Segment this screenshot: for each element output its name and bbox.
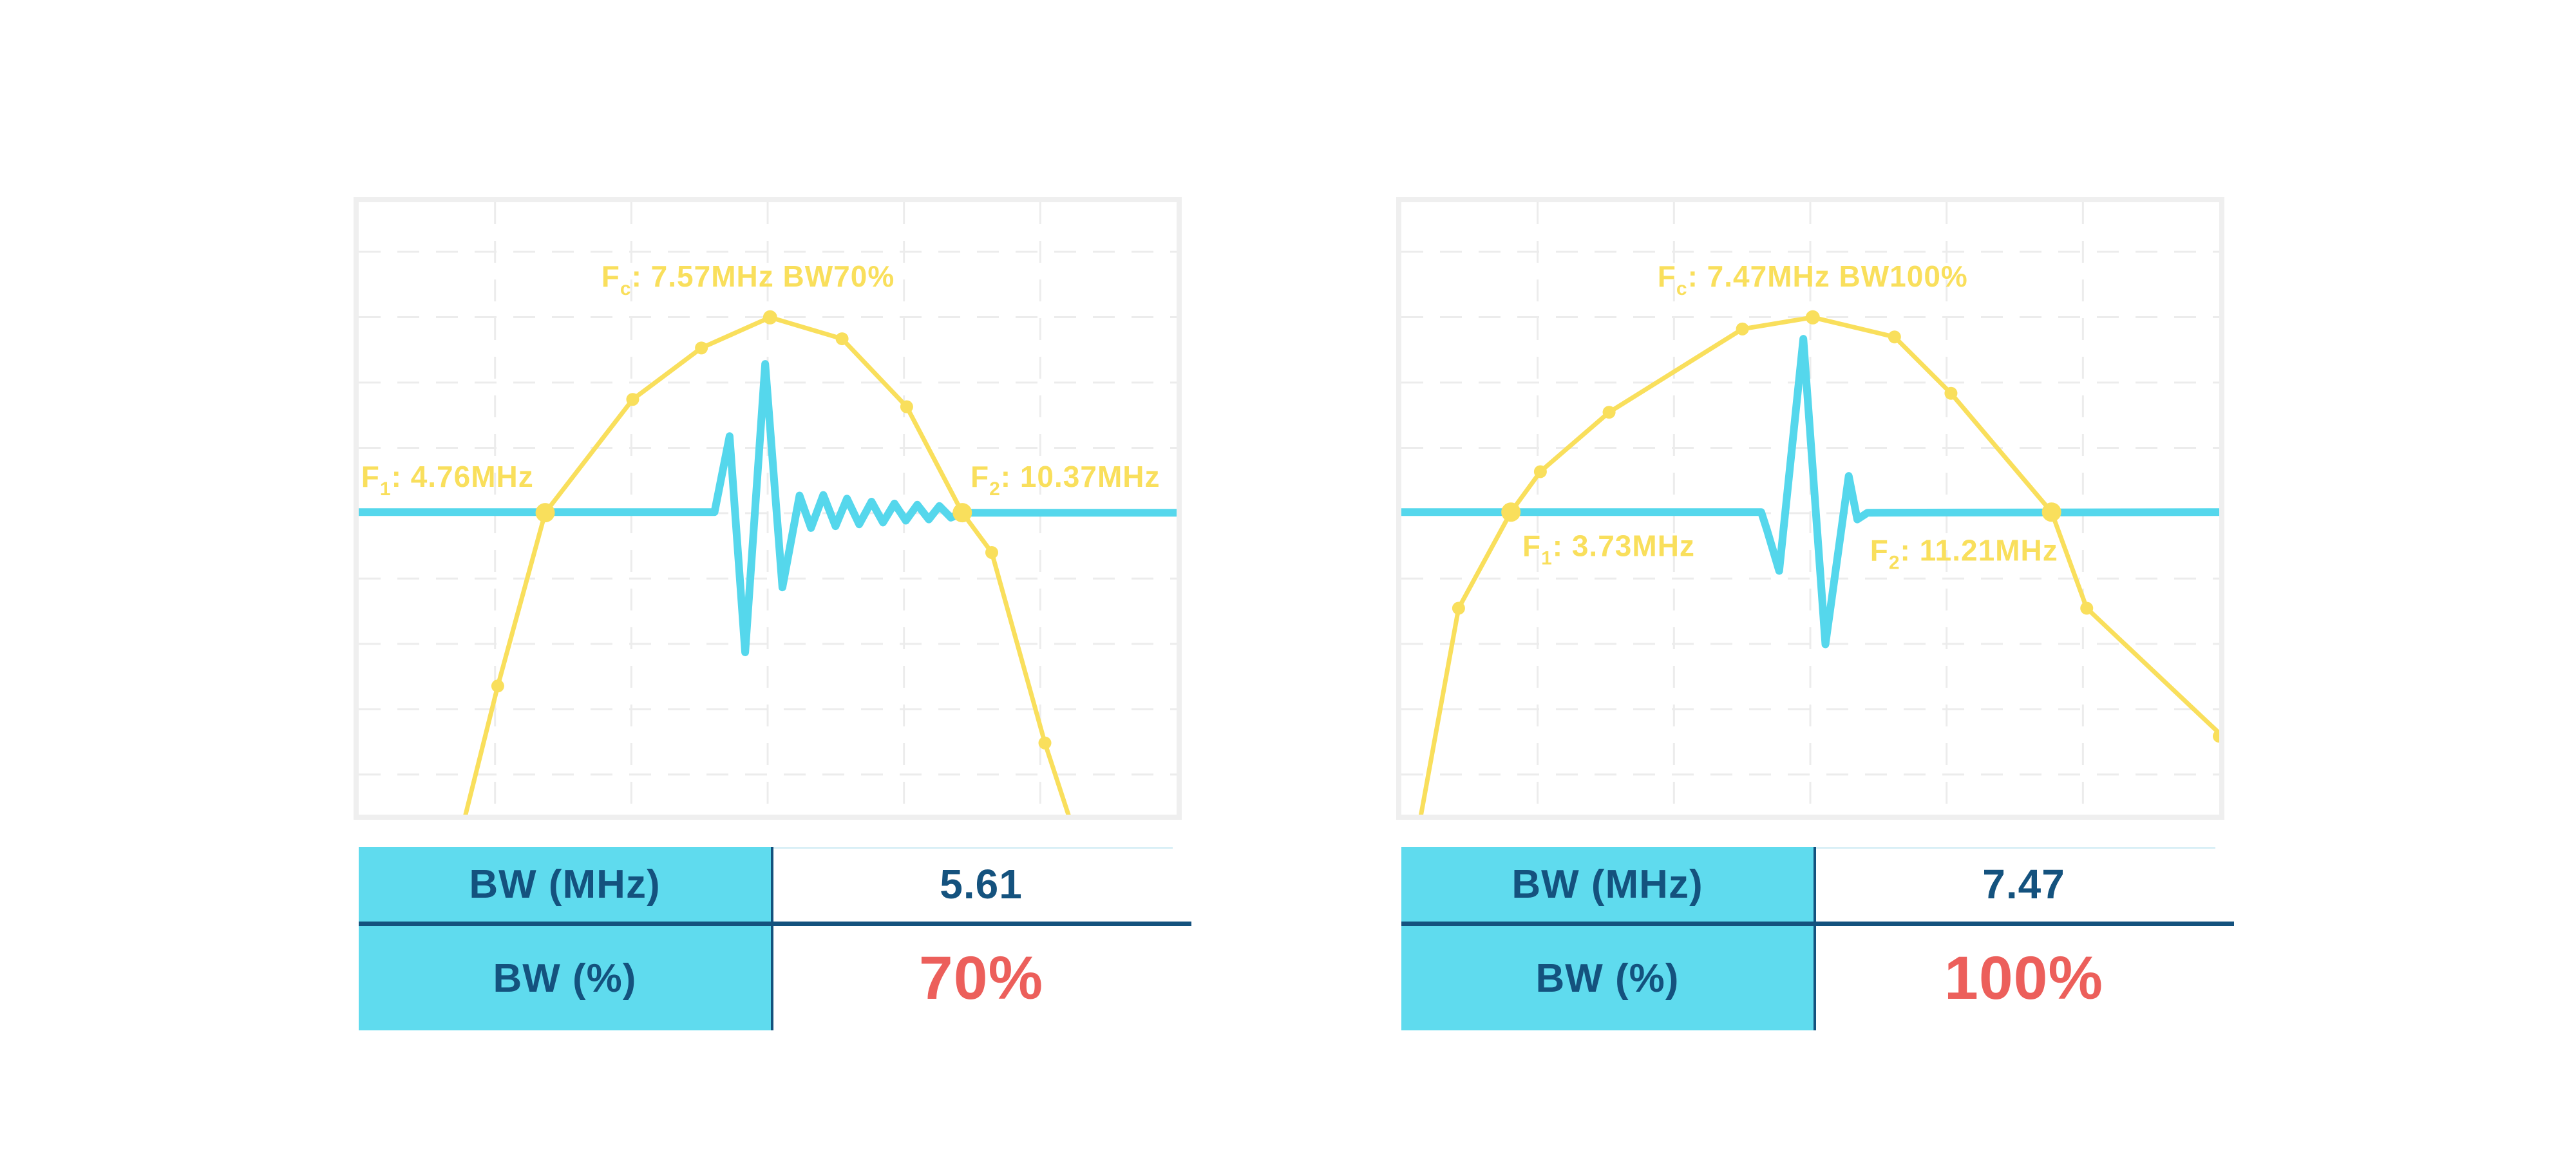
- spectrum-chart-right: Fc: 7.47MHz BW100% F1: 3.73MHz F2: 11.21MH…: [1401, 202, 2219, 815]
- table-label-bw-pct: BW (%): [359, 926, 771, 1030]
- data-point-marker: [985, 545, 998, 559]
- annotation-fc: Fc: 7.47MHz BW100%: [1658, 260, 1968, 299]
- table-top-rule: [1816, 847, 2215, 849]
- data-point-marker: [900, 400, 913, 413]
- data-point-marker: [1736, 322, 1749, 336]
- table-label-bw-mhz: BW (MHz): [1401, 847, 1814, 922]
- spectrum-chart-left: Fc: 7.57MHz BW70% F1: 4.76MHz F2: 10.37MHz: [359, 202, 1177, 815]
- data-point-marker: [1805, 310, 1820, 325]
- table-column-divider: [1814, 847, 1816, 1030]
- data-point-marker: [695, 341, 708, 355]
- bw-table-right: BW (MHz) 7.47 BW (%) 100%: [1401, 847, 2234, 1030]
- table-row: BW (%) 100%: [1401, 926, 2234, 1030]
- pulse-waveform: [359, 360, 1177, 656]
- data-point-marker: [1888, 330, 1901, 344]
- table-row: BW (MHz) 7.47: [1401, 847, 2234, 922]
- data-point-marker: [1533, 465, 1547, 478]
- data-point-marker: [1452, 601, 1465, 615]
- table-row-divider: [359, 922, 1191, 926]
- table-top-rule: [773, 847, 1173, 849]
- table-row: BW (%) 70%: [359, 926, 1191, 1030]
- data-point-marker: [626, 393, 639, 406]
- annotation-f2: F2: 10.37MHz: [971, 460, 1160, 500]
- chart-frame-left: Fc: 7.57MHz BW70% F1: 4.76MHz F2: 10.37MHz: [354, 197, 1182, 820]
- pulse-waveform: [1401, 335, 2219, 648]
- data-point-marker: [762, 310, 777, 325]
- data-point-marker: [2080, 601, 2094, 615]
- chart-frame-right: Fc: 7.47MHz BW100% F1: 3.73MHz F2: 11.21MH…: [1396, 197, 2224, 820]
- table-value-bw-mhz: 5.61: [771, 847, 1191, 922]
- table-label-bw-pct: BW (%): [1401, 926, 1814, 1030]
- data-point-marker: [2041, 502, 2061, 522]
- annotation-f2: F2: 11.21MHz: [1870, 533, 2058, 573]
- bw-table-left: BW (MHz) 5.61 BW (%) 70%: [359, 847, 1191, 1030]
- annotation-f1: F1: 3.73MHz: [1522, 529, 1695, 569]
- data-point-marker: [2213, 730, 2219, 743]
- data-point-marker: [1602, 406, 1616, 419]
- table-value-bw-mhz: 7.47: [1814, 847, 2234, 922]
- table-value-bw-pct: 100%: [1814, 926, 2234, 1030]
- table-row-divider: [1401, 922, 2234, 926]
- table-row: BW (MHz) 5.61: [359, 847, 1191, 922]
- data-point-marker: [491, 679, 504, 693]
- spectrum-curve: [463, 315, 1071, 815]
- spectrum-curve: [1419, 315, 2219, 815]
- data-point-marker: [1501, 502, 1521, 522]
- data-point-marker: [835, 332, 849, 346]
- data-point-marker: [535, 503, 555, 523]
- data-point-marker: [1944, 386, 1958, 400]
- table-label-bw-mhz: BW (MHz): [359, 847, 771, 922]
- annotation-f1: F1: 4.76MHz: [361, 460, 534, 500]
- data-point-marker: [952, 503, 972, 523]
- table-value-bw-pct: 70%: [771, 926, 1191, 1030]
- annotation-fc: Fc: 7.57MHz BW70%: [601, 260, 895, 299]
- table-column-divider: [771, 847, 773, 1030]
- data-point-marker: [1038, 736, 1052, 750]
